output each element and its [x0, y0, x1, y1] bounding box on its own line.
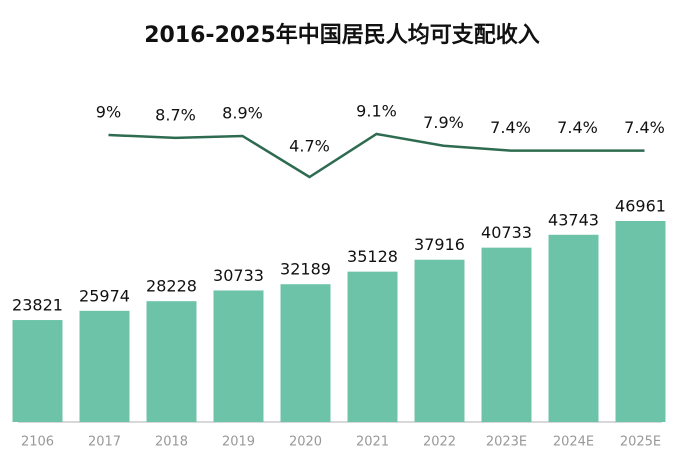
value-label: 32189: [280, 260, 331, 279]
bar: [347, 271, 398, 422]
bar: [414, 259, 465, 422]
value-label: 4.7%: [289, 137, 330, 156]
bar: [12, 320, 63, 422]
chart-title: 2016-2025年中国居民人均可支配收入: [144, 22, 540, 48]
bar: [213, 290, 264, 422]
bar: [548, 234, 599, 422]
x-tick-label: 2021: [356, 435, 389, 450]
value-label: 8.7%: [155, 105, 196, 124]
value-label: 9%: [96, 102, 121, 121]
value-label: 7.9%: [423, 113, 464, 132]
line: [108, 132, 645, 179]
x-tick-label: 2018: [155, 435, 188, 450]
bar: [481, 247, 532, 422]
value-label: 43743: [548, 210, 599, 229]
x-tick-label: 2022: [423, 435, 456, 450]
x-tick-label: 2106: [21, 435, 54, 450]
value-label: 8.9%: [222, 103, 263, 122]
x-tick-label: 2024E: [553, 435, 594, 450]
value-label: 35128: [347, 247, 398, 266]
value-label: 9.1%: [356, 102, 397, 121]
x-tick-label: 2017: [88, 435, 121, 450]
value-label: 25974: [79, 286, 130, 305]
value-label: 7.4%: [624, 118, 665, 137]
bar: [615, 221, 666, 422]
bar: [79, 310, 130, 422]
x-tick-label: 2025E: [620, 435, 661, 450]
value-label: 7.4%: [490, 118, 531, 137]
value-label: 7.4%: [557, 118, 598, 137]
value-label: 40733: [481, 223, 532, 242]
value-label: 28228: [146, 277, 197, 296]
value-label: 23821: [12, 296, 63, 315]
value-label: 30733: [213, 266, 264, 285]
bar: [146, 301, 197, 422]
x-tick-label: 2020: [289, 435, 322, 450]
value-label: 37916: [414, 235, 465, 254]
value-label: 46961: [615, 197, 666, 216]
x-tick-label: 2023E: [486, 435, 527, 450]
x-tick-label: 2019: [222, 435, 255, 450]
bar: [280, 284, 331, 422]
